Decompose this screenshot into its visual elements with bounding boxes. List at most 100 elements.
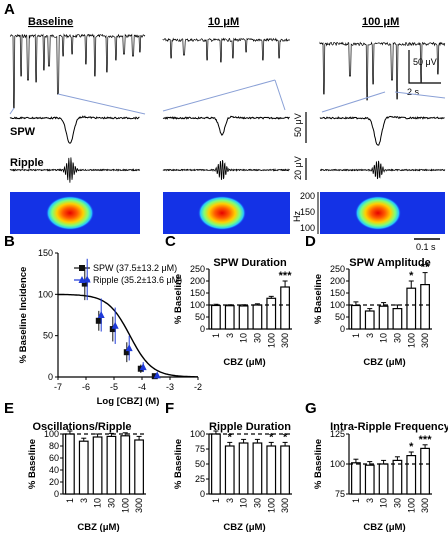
chart-b-spw-point [95,317,102,324]
chart-g-xtick-label: 10 [379,498,389,508]
chart-c-ytick-label: 150 [190,288,205,298]
chart-c-xtick-label: 3 [225,333,235,338]
chart-d-xtick-label: 100 [406,333,416,348]
scale-bar-raw [408,50,441,84]
chart-e-bar [120,435,131,495]
panel-label-c: C [165,233,176,250]
chart-g-xtick-label: 1 [351,498,361,503]
chart-e-bar [78,440,89,495]
chart-g-bar [406,455,417,495]
chart-b-spw-point [123,349,130,356]
chart-b-legend-label-ripple: Ripple (35.2±13.6 μM) [93,275,182,285]
chart-e-title: Oscillations/Ripple [32,421,131,433]
chart-e-xtick-label: 1 [65,498,75,503]
chart-b-legend-marker [79,265,85,271]
chart-b-xtick-label: -3 [166,382,174,392]
chart-d-ylabel: % Baseline [313,274,324,324]
chart-f-xtick-label: 300 [280,498,290,513]
chart-f-bar [252,442,263,495]
chart-d-xtick-label: 30 [392,333,402,343]
panel-label-b: B [4,233,15,250]
chart-c-bar [252,304,263,330]
chart-c-xtick-label: 30 [252,333,262,343]
chart-c-ytick-label: 200 [190,276,205,286]
chart-e-ytick-label: 80 [49,441,59,451]
chart-b-ripple-point [97,311,105,318]
zoom-lines [9,79,446,115]
chart-f-ytick-label: 50 [195,459,205,469]
panel-label-g: G [305,400,317,417]
condition-100uM: 100 μM [362,16,399,28]
chart-c-xtick-label: 100 [266,333,276,348]
spw-trace-baseline [9,115,140,144]
chart-b-xtick-label: -4 [138,382,146,392]
chart-g-bar [364,464,375,495]
chart-d-significance: * [409,270,414,282]
chart-e-bar [92,436,103,495]
chart-f-bar [238,442,249,495]
chart-g-xtick-label: 300 [420,498,430,513]
chart-g-ylabel: % Baseline [313,439,324,489]
chart-e-bar [106,435,117,495]
chart-d-bar [351,304,361,330]
chart-c-ylabel: % Baseline [173,274,184,324]
chart-d-xtick-label: 300 [420,333,430,348]
chart-g-significance: *** [419,434,433,446]
chart-b-xtick-label: -2 [194,382,202,392]
chart-e-ylabel: % Baseline [27,439,38,489]
condition-10uM: 10 μM [208,16,239,28]
chart-f-bar [211,433,221,495]
spec-tick-150: 150 [300,207,315,217]
raw-trace-100uM [319,41,446,101]
chart-b-spw-point [109,326,116,333]
panel-label-a: A [4,1,15,18]
trace-label-spw: SPW [10,126,36,138]
scale-voltage-raw: 50 μV [413,57,437,67]
chart-c-bar [211,304,221,330]
chart-c-xlabel: CBZ (μM) [223,357,265,368]
chart-f-title: Ripple Duration [209,421,291,433]
chart-b-ripple-point [111,321,119,329]
chart-e-xlabel: CBZ (μM) [77,522,119,533]
chart-b-xlabel: Log [CBZ] (M) [97,396,160,407]
chart-f-ylabel: % Baseline [173,439,184,489]
chart-g-xlabel: CBZ (μM) [363,522,405,533]
chart-f-significance: * [228,431,233,443]
chart-g-bar [351,462,361,495]
chart-f-ytick-label: 0 [200,489,205,499]
chart-c-xtick-label: 10 [239,333,249,343]
chart-e-xtick-label: 3 [79,498,89,503]
chart-g-title: Intra-Ripple Frequency [330,421,448,433]
chart-f-significance: * [269,431,274,443]
chart-b-ripple-point [83,275,91,283]
spectrogram-baseline [10,192,140,234]
chart-c-ytick-label: 0 [200,324,205,334]
chart-e-bar [134,439,144,495]
chart-d-xtick-label: 1 [351,333,361,338]
chart-g-significance: * [409,441,414,453]
chart-e-ytick-label: 60 [49,453,59,463]
spec-tick-100: 100 [300,223,315,233]
chart-f-significance: * [283,431,288,443]
chart-d-ytick-label: 150 [330,288,345,298]
spec-unit-label: Hz [292,211,302,222]
chart-g-bar [392,459,403,495]
chart-b-ripple-point [153,371,161,379]
chart-c-bar [280,286,290,330]
chart-c-significance: *** [279,270,293,282]
scale-voltage-spw: 50 μV [293,113,303,137]
chart-d-xtick-label: 10 [379,333,389,343]
chart-d-ytick-label: 100 [330,300,345,310]
spectrogram-100uM [320,192,445,234]
chart-c-ytick-label: 100 [190,300,205,310]
chart-d-significance: ** [421,262,430,274]
scale-time-spec: 0.1 s [416,242,436,252]
raw-trace-10uM [162,37,290,63]
chart-b-ytick-label: 100 [38,289,53,299]
chart-g-ytick-label: 100 [330,459,345,469]
spw-trace-10uM [162,115,290,136]
chart-b-ripple-point [139,363,147,371]
chart-e-xtick-label: 300 [134,498,144,513]
